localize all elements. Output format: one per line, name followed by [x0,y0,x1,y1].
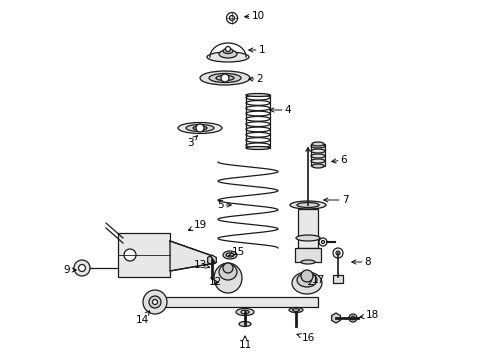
Circle shape [124,249,136,261]
Ellipse shape [178,122,222,134]
Bar [298,209,318,248]
Text: 14: 14 [135,311,149,325]
Polygon shape [332,313,341,323]
Circle shape [221,74,229,82]
Text: 1: 1 [249,45,265,55]
Circle shape [225,46,230,51]
Bar [295,248,321,262]
Ellipse shape [246,122,270,126]
Circle shape [351,316,355,320]
Ellipse shape [219,50,237,58]
Ellipse shape [246,127,270,132]
Ellipse shape [290,201,326,209]
Ellipse shape [246,143,270,148]
Ellipse shape [246,100,270,105]
Text: 6: 6 [332,155,347,165]
Ellipse shape [246,147,270,149]
Circle shape [321,240,324,243]
Ellipse shape [223,49,233,54]
Text: 16: 16 [297,333,315,343]
Ellipse shape [200,71,250,85]
Ellipse shape [246,117,270,121]
Circle shape [301,270,313,282]
Text: 15: 15 [228,247,245,257]
Ellipse shape [241,310,249,314]
Ellipse shape [193,126,207,130]
Text: 13: 13 [194,260,210,270]
Text: 9: 9 [64,265,76,275]
Text: 19: 19 [189,220,207,230]
Text: 7: 7 [324,195,348,205]
Text: 5: 5 [217,200,231,210]
Ellipse shape [297,273,317,287]
Ellipse shape [292,272,322,294]
Circle shape [152,300,157,305]
Ellipse shape [219,264,237,280]
Ellipse shape [216,76,234,81]
Circle shape [333,248,343,258]
Ellipse shape [289,307,303,312]
Text: 3: 3 [187,136,197,148]
Ellipse shape [297,202,319,207]
Bar [155,297,318,307]
Polygon shape [208,255,216,265]
Ellipse shape [207,52,249,62]
Circle shape [223,263,233,273]
Ellipse shape [246,94,270,96]
Ellipse shape [214,263,242,293]
Ellipse shape [246,111,270,116]
Ellipse shape [246,106,270,111]
Ellipse shape [246,138,270,143]
Bar [333,275,343,283]
Text: 4: 4 [270,105,292,115]
Text: 2: 2 [249,74,263,84]
Ellipse shape [148,297,162,307]
Ellipse shape [226,253,234,257]
Ellipse shape [311,149,325,153]
Ellipse shape [312,164,324,168]
Text: 17: 17 [309,275,325,285]
Circle shape [226,13,238,23]
Ellipse shape [223,251,237,259]
Circle shape [143,290,167,314]
Circle shape [336,251,340,255]
Circle shape [149,296,161,308]
Text: 18: 18 [360,310,379,320]
Ellipse shape [239,321,251,327]
Circle shape [74,260,90,276]
Bar [311,144,325,166]
Ellipse shape [236,309,254,315]
Ellipse shape [311,159,325,163]
Circle shape [196,124,204,132]
Circle shape [229,15,235,21]
Circle shape [319,238,327,246]
Ellipse shape [301,260,315,264]
Ellipse shape [209,73,241,82]
Ellipse shape [311,154,325,158]
Ellipse shape [186,125,214,131]
Text: 12: 12 [208,277,221,287]
Ellipse shape [296,235,320,241]
Ellipse shape [246,95,270,100]
Text: 11: 11 [238,336,252,350]
Ellipse shape [312,142,324,146]
Circle shape [349,314,357,322]
Ellipse shape [293,309,299,311]
Ellipse shape [246,132,270,137]
Text: 10: 10 [245,11,265,21]
Circle shape [78,265,85,271]
Ellipse shape [311,144,325,148]
Text: 8: 8 [352,257,371,267]
Bar [118,233,170,277]
Polygon shape [170,241,215,271]
